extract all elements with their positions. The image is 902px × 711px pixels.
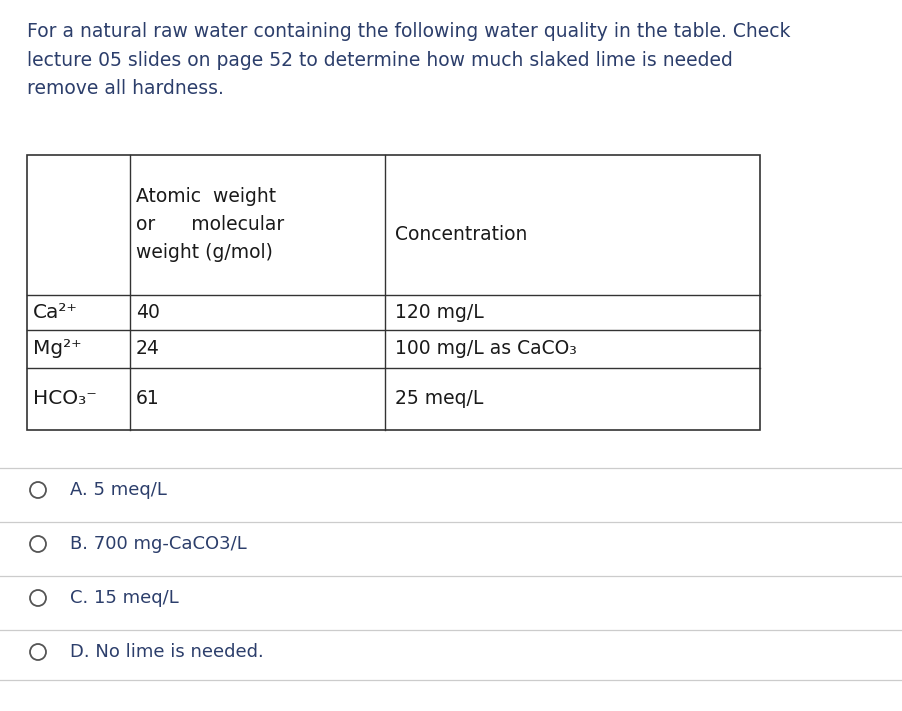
Text: Ca²⁺: Ca²⁺ (33, 303, 78, 322)
Text: C. 15 meq/L: C. 15 meq/L (70, 589, 179, 607)
Text: 24: 24 (136, 339, 160, 358)
Text: Mg²⁺: Mg²⁺ (33, 339, 81, 358)
Text: B. 700 mg-CaCO3/L: B. 700 mg-CaCO3/L (70, 535, 246, 553)
Text: A. 5 meq/L: A. 5 meq/L (70, 481, 167, 499)
Text: 40: 40 (136, 303, 160, 322)
Bar (27, 155, 759, 430)
Text: For a natural raw water containing the following water quality in the table. Che: For a natural raw water containing the f… (27, 22, 789, 99)
Text: 120 mg/L: 120 mg/L (394, 303, 483, 322)
Text: Atomic  weight
or      molecular
weight (g/mol): Atomic weight or molecular weight (g/mol… (136, 188, 284, 262)
Text: 100 mg/L as CaCO₃: 100 mg/L as CaCO₃ (394, 339, 576, 358)
Text: 25 meq/L: 25 meq/L (394, 390, 483, 409)
Text: 61: 61 (136, 390, 160, 409)
Text: Concentration: Concentration (394, 225, 527, 245)
Text: HCO₃⁻: HCO₃⁻ (33, 390, 97, 409)
Text: D. No lime is needed.: D. No lime is needed. (70, 643, 263, 661)
